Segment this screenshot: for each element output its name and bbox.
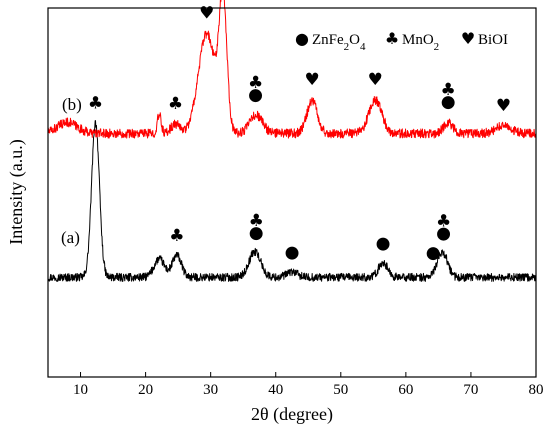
club-marker: ♣ xyxy=(248,73,263,93)
series-curve xyxy=(47,120,537,282)
x-tick-label: 30 xyxy=(203,382,218,398)
heart-marker: ♥ xyxy=(496,96,511,116)
x-tick-label: 50 xyxy=(333,382,348,398)
legend: ● ZnFe2O4 ♣ MnO2 ♥ BiOI xyxy=(295,29,508,53)
x-tick-label: 80 xyxy=(529,382,544,398)
x-axis-ticks: 10 20 30 40 50 60 70 80 xyxy=(73,372,544,398)
x-tick-label: 40 xyxy=(268,382,283,398)
plot-frame xyxy=(47,7,537,378)
markers-layer: ♣♣♣●●●●♣●♣♥♥♣●♥♥♣●♥ xyxy=(88,4,511,263)
circle-legend-symbol: ● xyxy=(295,29,309,48)
club-marker: ♣ xyxy=(249,211,264,231)
series-label: (a) xyxy=(61,228,80,247)
x-tick-label: 70 xyxy=(463,382,478,398)
curves-layer xyxy=(47,0,537,282)
x-axis-title-symbol: 2θ xyxy=(251,404,269,424)
circle-marker: ● xyxy=(436,224,451,244)
club-marker: ♣ xyxy=(88,93,103,113)
x-tick-label: 60 xyxy=(398,382,413,398)
club-marker: ♣ xyxy=(168,94,183,114)
series-curve xyxy=(47,0,537,139)
legend-label: MnO2 xyxy=(402,32,439,53)
heart-marker: ♥ xyxy=(305,70,320,90)
club-marker: ♣ xyxy=(441,80,456,100)
curve-labels: (a) (b) xyxy=(61,95,82,247)
legend-label: ZnFe2O4 xyxy=(312,32,366,53)
circle-marker: ● xyxy=(441,92,456,112)
heart-marker: ♥ xyxy=(199,4,214,24)
circle-marker: ● xyxy=(376,233,391,253)
legend-label: BiOI xyxy=(478,32,508,48)
y-axis-title: Intensity (a.u.) xyxy=(6,139,27,244)
club-marker: ♣ xyxy=(436,212,451,232)
circle-marker: ● xyxy=(248,85,263,105)
x-axis-title: 2θ (degree) xyxy=(251,404,333,425)
circle-marker: ● xyxy=(249,223,264,243)
series-label: (b) xyxy=(62,95,82,114)
circle-marker: ● xyxy=(285,243,300,263)
heart-legend-symbol: ♥ xyxy=(461,29,475,48)
x-tick-label: 10 xyxy=(73,382,88,398)
x-tick-label: 20 xyxy=(138,382,153,398)
circle-marker: ● xyxy=(426,243,441,263)
heart-marker: ♥ xyxy=(368,70,383,90)
club-marker: ♣ xyxy=(169,226,184,246)
club-legend-symbol: ♣ xyxy=(385,29,399,48)
x-axis-title-unit: (degree) xyxy=(273,404,333,425)
